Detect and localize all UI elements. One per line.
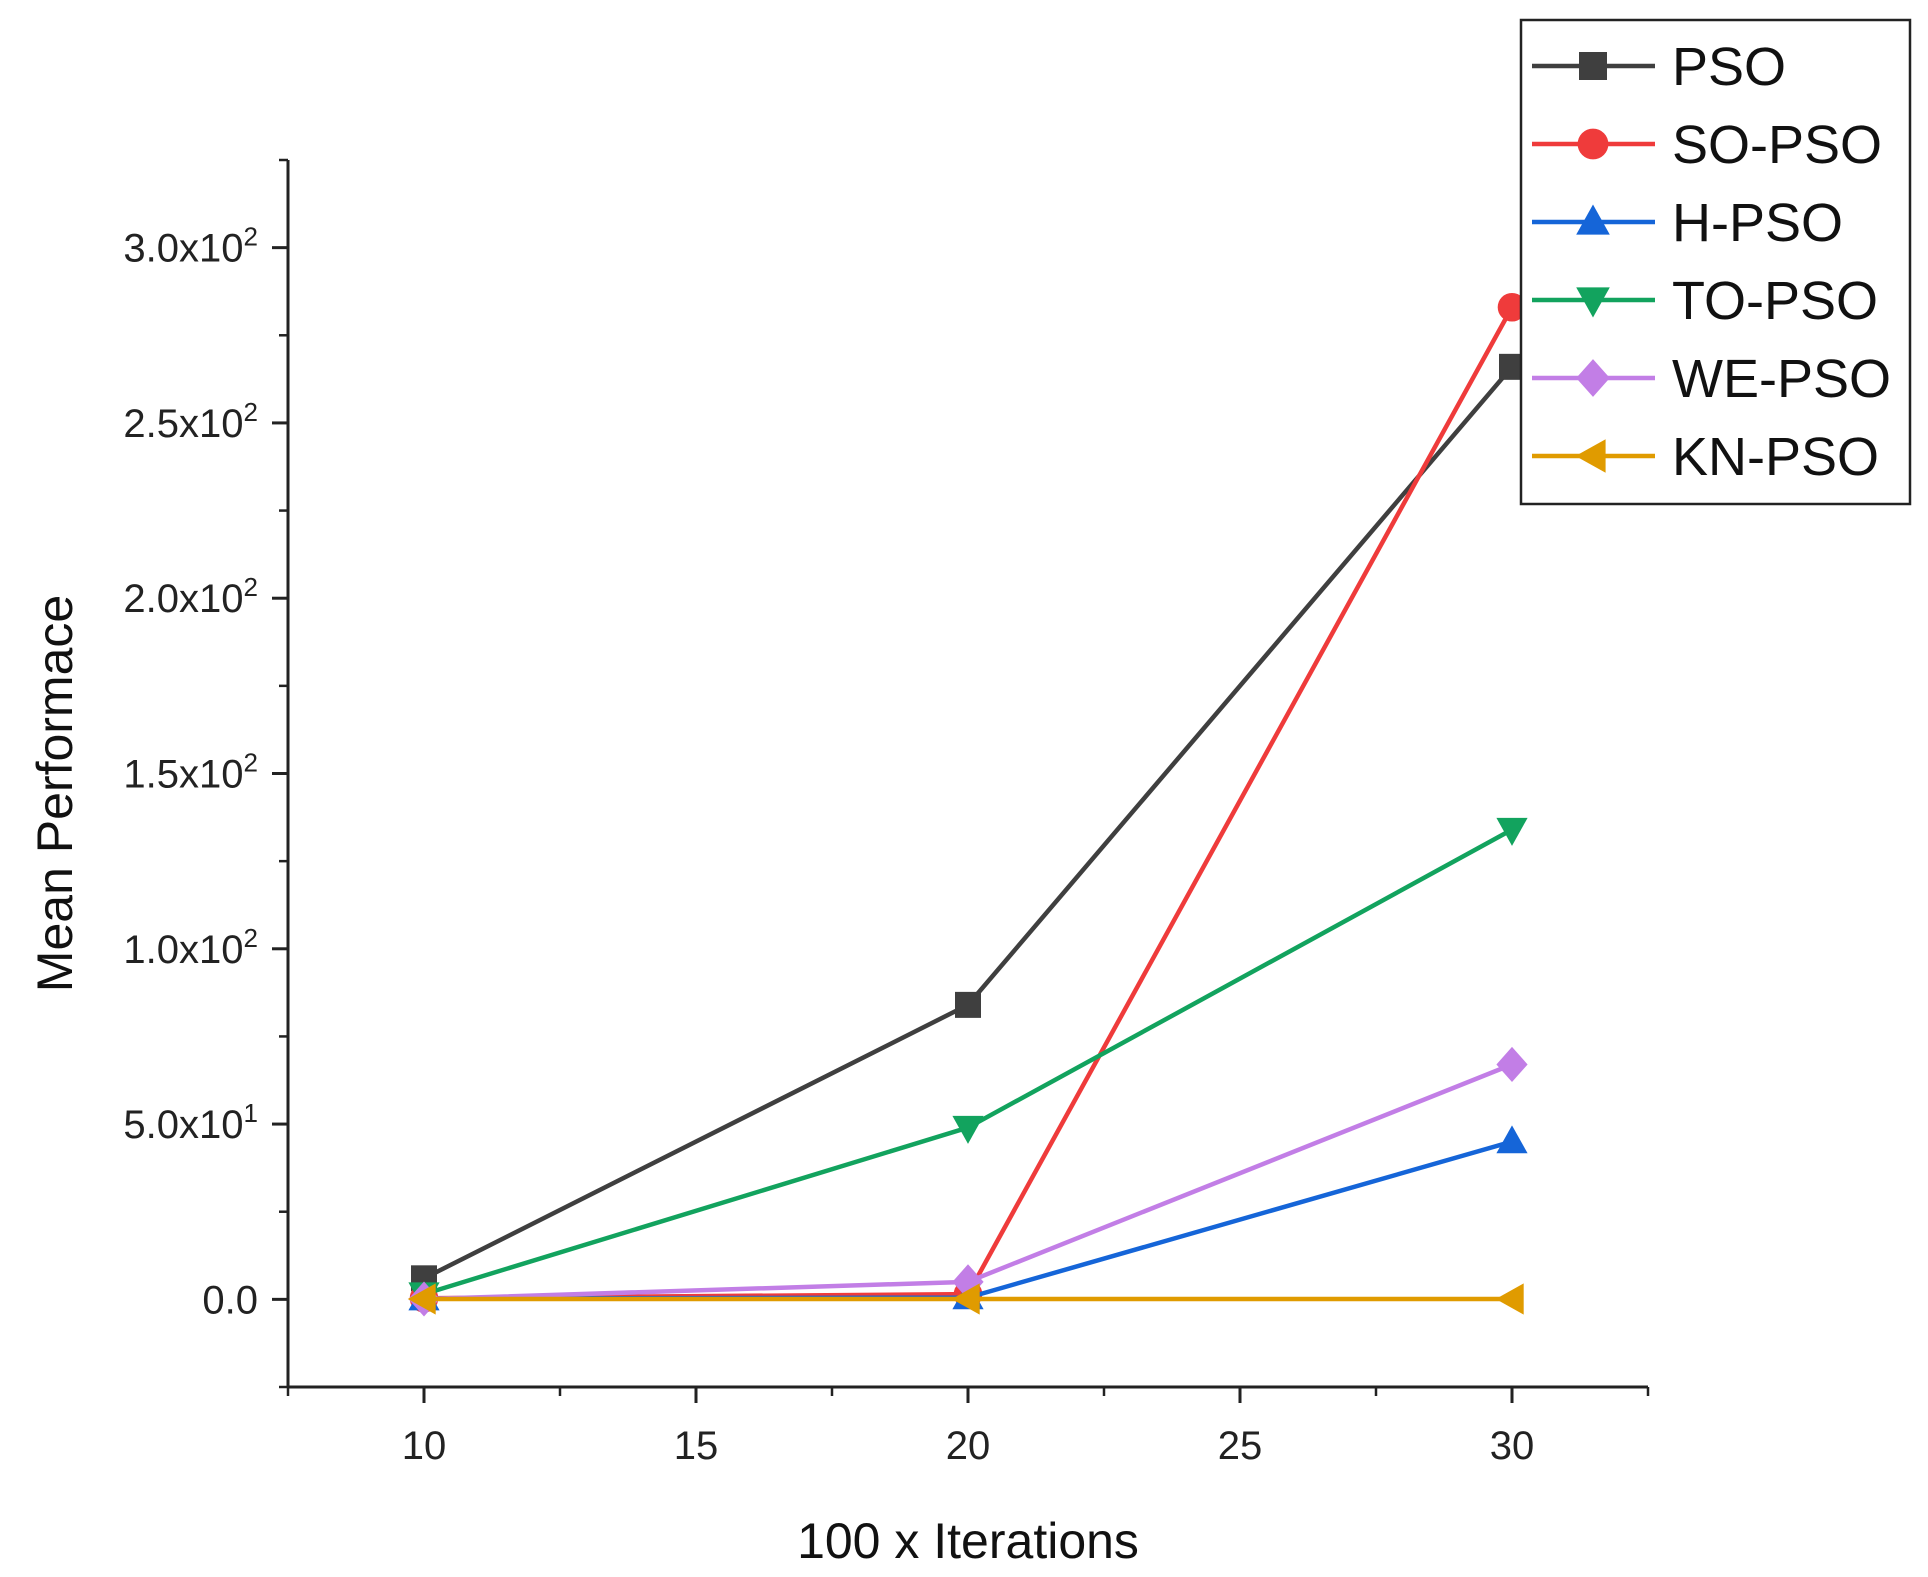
legend-label-we-pso: WE-PSO [1672, 349, 1891, 409]
y-axis-title: Mean Performace [27, 595, 83, 992]
legend-label-pso: PSO [1672, 37, 1786, 97]
x-tick-label: 30 [1490, 1424, 1535, 1468]
series-pso [411, 353, 1525, 1292]
legend-item-to-pso: TO-PSO [1532, 271, 1878, 331]
legend-marker-we-pso [1576, 359, 1610, 397]
data-point-to-pso [952, 1115, 984, 1144]
series-layer [407, 292, 1528, 1317]
series-to-pso [408, 817, 1528, 1311]
y-tick-label: 3.0x102 [123, 222, 258, 271]
data-point-so-pso [1497, 292, 1527, 322]
legend: PSO SO-PSO H-PSO TO-PSO WE-PSO KN-PSO [1519, 18, 1912, 506]
x-tick-label: 25 [1218, 1424, 1263, 1468]
series-kn-pso [407, 1283, 1524, 1315]
legend-marker-so-pso [1577, 128, 1609, 160]
x-tick-label: 20 [946, 1424, 991, 1468]
y-tick-label: 2.0x102 [123, 572, 258, 621]
y-tick-label: 5.0x101 [123, 1098, 258, 1147]
legend-box [1519, 18, 1912, 506]
data-point-kn-pso [951, 1283, 980, 1315]
x-axis-title: 100 x Iterations [797, 1513, 1139, 1569]
legend-item-h-pso: H-PSO [1532, 193, 1843, 253]
legend-label-h-pso: H-PSO [1672, 193, 1843, 253]
x-tick-label: 10 [402, 1424, 447, 1468]
legend-label-kn-pso: KN-PSO [1672, 427, 1879, 487]
series-so-pso [409, 292, 1527, 1313]
y-tick-label: 2.5x102 [123, 397, 258, 446]
series-line-to-pso [423, 827, 1514, 1297]
legend-item-pso: PSO [1532, 37, 1786, 97]
legend-label-so-pso: SO-PSO [1672, 115, 1882, 175]
data-point-h-pso [1496, 1125, 1528, 1154]
legend-marker-pso [1579, 52, 1607, 80]
legend-item-kn-pso: KN-PSO [1532, 427, 1879, 487]
x-tick-label: 15 [674, 1424, 719, 1468]
y-tick-label: 0.0 [202, 1278, 258, 1322]
series-line-we-pso [423, 1062, 1513, 1302]
data-point-pso [955, 991, 981, 1018]
series-we-pso [408, 1046, 1528, 1317]
data-point-kn-pso [1495, 1283, 1524, 1315]
axes: 10 15 20 25 30 0.0 5.0x101 1.0x102 1.5x102 2.0x10… [123, 158, 1650, 1468]
legend-label-to-pso: TO-PSO [1672, 271, 1878, 331]
data-point-to-pso [1496, 817, 1528, 846]
legend-marker-kn-pso [1575, 439, 1606, 473]
legend-item-so-pso: SO-PSO [1532, 115, 1882, 175]
legend-marker-h-pso [1576, 204, 1610, 235]
data-point-we-pso [1496, 1046, 1528, 1083]
y-tick-label: 1.5x102 [123, 748, 258, 797]
legend-marker-to-pso [1576, 287, 1610, 318]
series-line-so-pso [423, 306, 1514, 1301]
y-tick-label: 1.0x102 [123, 923, 258, 972]
legend-item-we-pso: WE-PSO [1532, 349, 1891, 409]
data-point-kn-pso [407, 1283, 436, 1315]
